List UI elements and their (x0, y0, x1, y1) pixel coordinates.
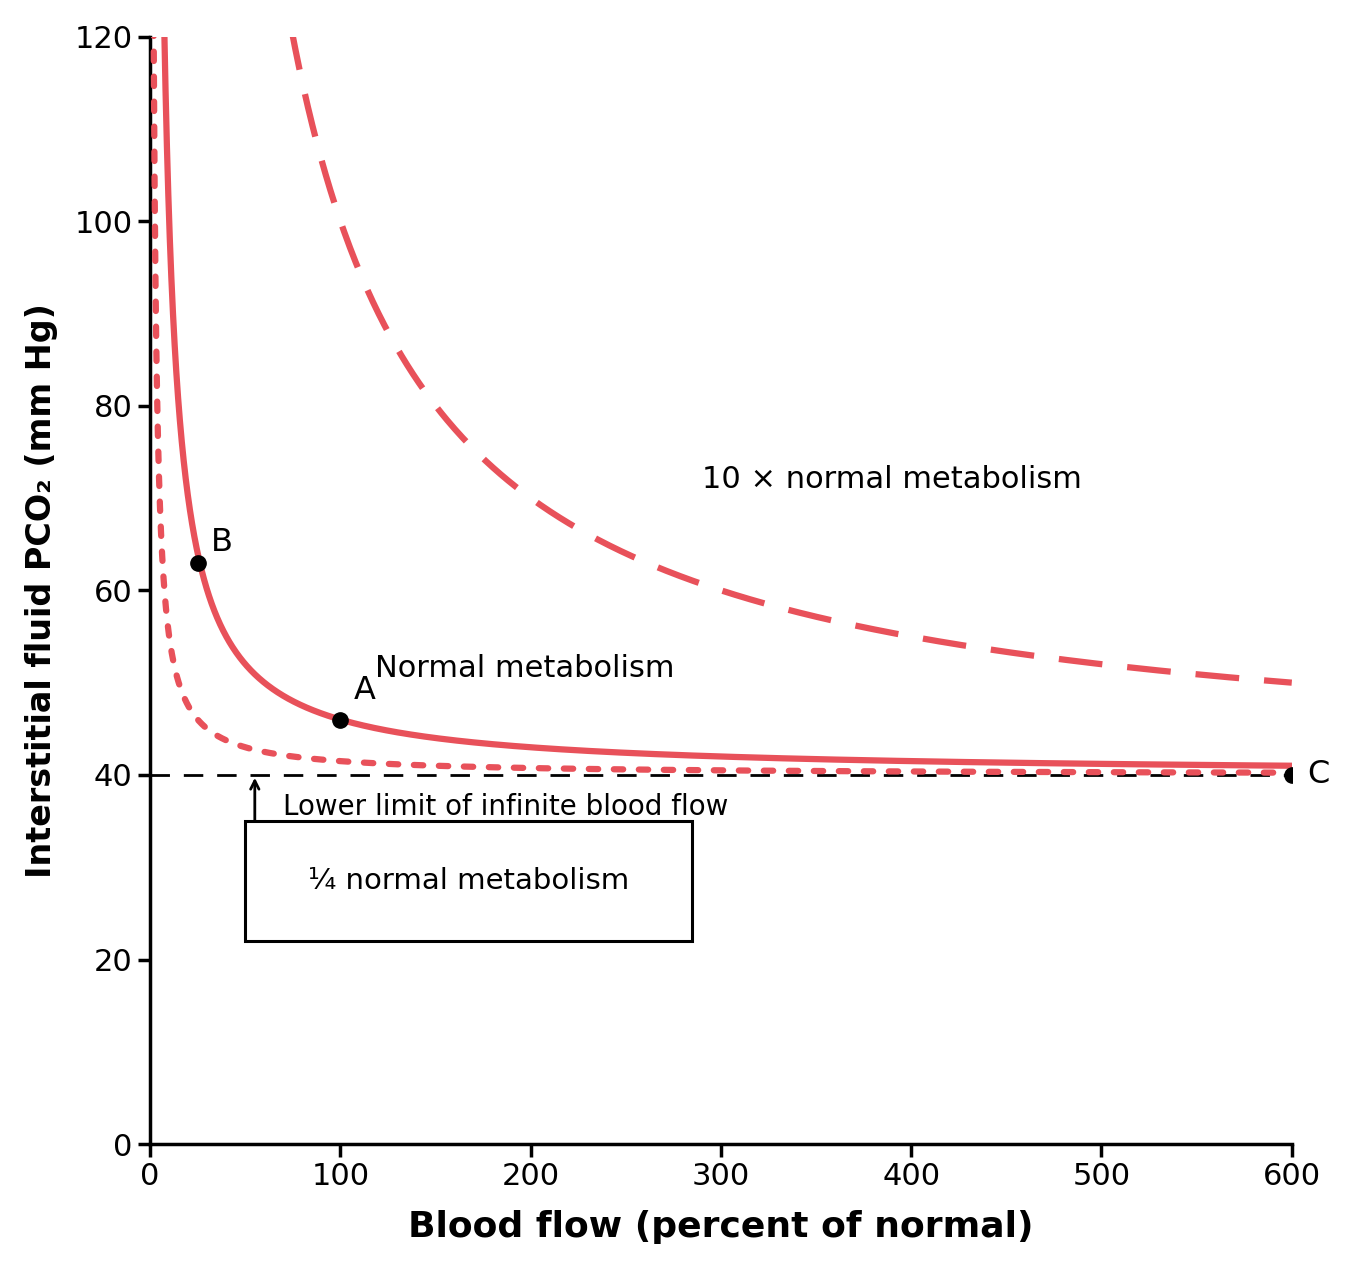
Text: C: C (1307, 759, 1329, 791)
X-axis label: Blood flow (percent of normal): Blood flow (percent of normal) (409, 1211, 1034, 1244)
Text: 10 × normal metabolism: 10 × normal metabolism (702, 464, 1082, 494)
Text: Normal metabolism: Normal metabolism (375, 654, 674, 683)
Text: ¹⁄₄ normal metabolism: ¹⁄₄ normal metabolism (308, 867, 629, 895)
Text: Lower limit of infinite blood flow: Lower limit of infinite blood flow (283, 793, 729, 821)
Text: A: A (353, 675, 376, 706)
Y-axis label: Interstitial fluid PCO₂ (mm Hg): Interstitial fluid PCO₂ (mm Hg) (24, 303, 58, 878)
Bar (245, 821, 693, 942)
Text: B: B (211, 527, 233, 558)
